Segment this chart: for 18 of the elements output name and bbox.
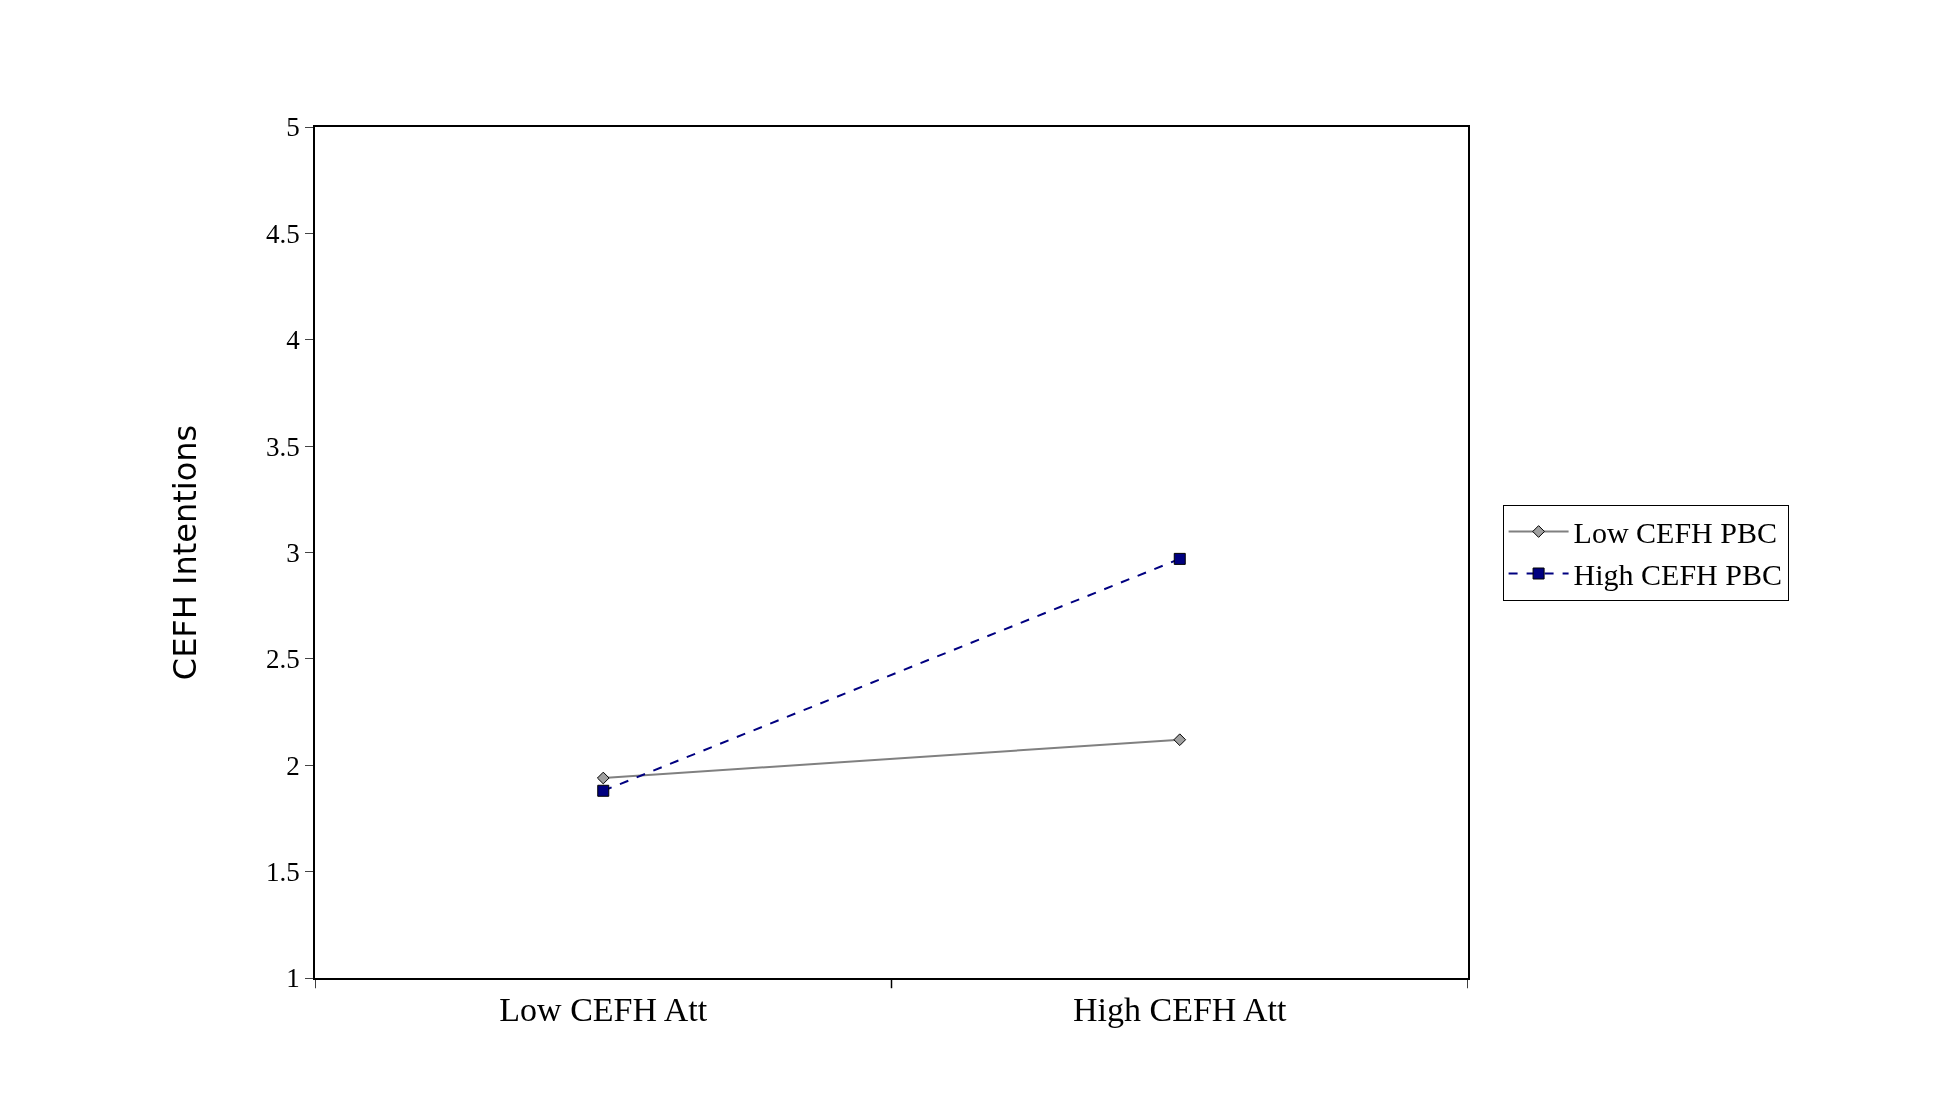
point [1173,733,1187,747]
y-tick-label: 1.5 [266,857,300,888]
x-tick-label: High CEFH Att [1073,990,1288,1028]
y-tick-label: 2 [286,750,300,781]
y-tick-label: 4 [286,325,301,356]
y-tick-label: 1 [286,963,300,994]
y-tick-label: 5 [286,112,300,143]
legend-label: High CEFH PBC [1573,558,1782,592]
y-tick-label: 2.5 [266,644,300,675]
y-axis-title: CEFH Intentions [165,424,204,681]
x-tick-label: Low CEFH Att [499,990,708,1028]
y-tick-label: 3 [286,537,300,568]
point [596,771,610,785]
y-tick-label: 3.5 [266,431,300,462]
point [597,784,610,797]
legend-label: Low CEFH PBC [1573,516,1777,550]
y-tick-label: 4.5 [266,218,300,249]
point [1173,552,1186,565]
